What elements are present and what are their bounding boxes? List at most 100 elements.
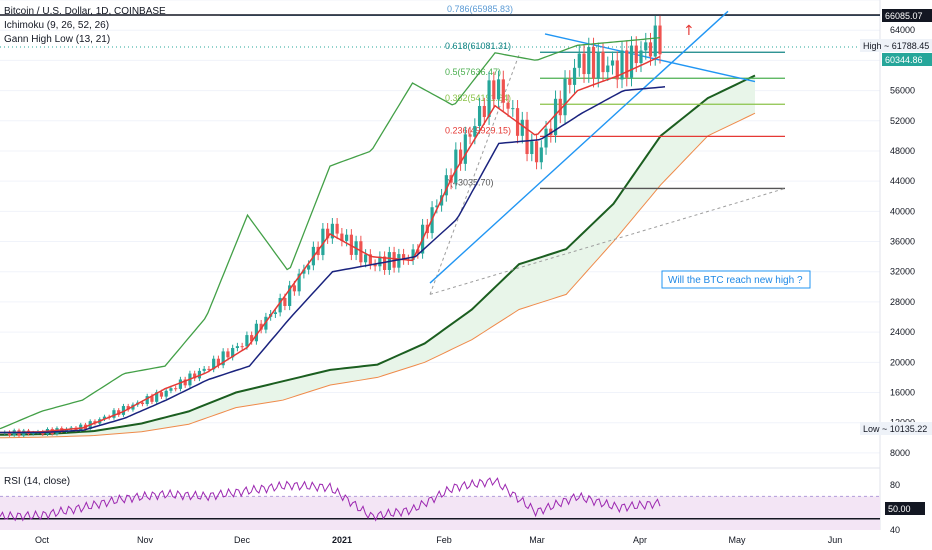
- candle-body: [411, 249, 415, 260]
- ichimoku-cloud: [0, 74, 756, 439]
- candle-body: [174, 388, 178, 390]
- candle-body: [164, 390, 168, 397]
- grid: [0, 0, 881, 530]
- candle-body: [401, 254, 406, 260]
- lagging-line: [0, 37, 661, 430]
- candle-body: [606, 65, 610, 73]
- rsi-tick-label: 40: [890, 525, 900, 535]
- candle-body: [477, 105, 482, 127]
- candle-body: [259, 323, 263, 330]
- last-price-label: 60344.86: [885, 55, 923, 65]
- candle-body: [254, 323, 259, 342]
- candle-body: [629, 45, 634, 78]
- candle-body: [444, 175, 448, 196]
- candle-body: [31, 432, 35, 435]
- price-tick-label: 28000: [890, 297, 915, 307]
- fib-label: 0.5(57636.47): [445, 67, 501, 77]
- candle-body: [563, 78, 567, 116]
- candle-body: [288, 285, 292, 306]
- candle-body: [150, 396, 154, 402]
- candle-body: [221, 351, 225, 366]
- candle-body: [326, 228, 330, 239]
- candle-body: [587, 47, 591, 75]
- span-b-line: [0, 112, 756, 439]
- trendlines[interactable]: [429, 10, 756, 284]
- candle-body: [145, 396, 149, 405]
- falling-trendline[interactable]: [544, 33, 756, 83]
- fib-retracement[interactable]: 0.786(65985.83) 0.618(61081.31) 0.5(57636.…: [0, 4, 880, 295]
- candle-body: [216, 358, 221, 366]
- candle-body: [625, 50, 629, 78]
- candle-body: [653, 25, 657, 57]
- time-tick-label: Apr: [633, 535, 647, 545]
- rsi-mid-tag: [885, 502, 925, 515]
- rsi-line: [0, 477, 661, 522]
- price-tick-label: 20000: [890, 357, 915, 367]
- candle-body: [468, 134, 472, 137]
- candle-body: [202, 368, 206, 371]
- candle-body: [240, 346, 244, 348]
- ichimoku-legend[interactable]: Ichimoku (9, 26, 52, 26): [4, 20, 109, 31]
- time-tick-label: Jun: [828, 535, 843, 545]
- note-box[interactable]: [661, 270, 811, 289]
- candle-body: [596, 51, 600, 79]
- price-tick-label: 52000: [890, 116, 915, 126]
- candle-body: [193, 373, 197, 379]
- fib-diagonal: [429, 187, 786, 295]
- rising-trendline[interactable]: [429, 10, 729, 284]
- fib-label: 0(43035.70): [445, 177, 494, 187]
- candle-body: [553, 98, 558, 136]
- base-line: [0, 86, 666, 434]
- last-price-tag: [882, 53, 932, 66]
- fib-label: 0.786(65985.83): [447, 4, 513, 14]
- price-axis[interactable]: 8000120001600020000240002800032000360004…: [890, 25, 915, 458]
- candle-body: [368, 254, 372, 265]
- candle-body: [212, 358, 216, 370]
- candle-body: [644, 42, 648, 51]
- candle-body: [349, 234, 353, 255]
- gann-legend[interactable]: Gann High Low (13, 21): [4, 34, 110, 45]
- time-tick-label: 2021: [332, 535, 352, 545]
- price-tick-label: 44000: [890, 176, 915, 186]
- low-tag: [860, 422, 932, 435]
- candle-body: [292, 285, 296, 292]
- candle-body: [373, 264, 377, 267]
- candle-body: [345, 234, 349, 241]
- price-tick-label: 8000: [890, 448, 910, 458]
- candle-body: [364, 254, 368, 263]
- candle-body: [207, 368, 211, 370]
- price-tick-label: 40000: [890, 206, 915, 216]
- candle-body: [463, 134, 467, 164]
- candle-body: [307, 265, 311, 270]
- price-tick-label: 24000: [890, 327, 915, 337]
- price-tick-label: 32000: [890, 267, 915, 277]
- time-tick-label: Mar: [529, 535, 545, 545]
- rsi-legend[interactable]: RSI (14, close): [4, 476, 70, 487]
- fib-label: 0.618(61081.31): [445, 41, 511, 51]
- candle-body: [487, 80, 491, 118]
- candle-body: [321, 228, 325, 256]
- rsi-tick-label: 80: [890, 480, 900, 490]
- up-arrow-icon[interactable]: ↑: [683, 23, 695, 39]
- high-label: High ~ 61788.45: [863, 41, 929, 51]
- candle-body: [610, 60, 615, 66]
- symbol-legend[interactable]: Bitcoin / U.S. Dollar, 1D, COINBASE: [4, 6, 166, 17]
- span-a-line: [0, 74, 756, 436]
- candle-body: [549, 128, 553, 136]
- time-tick-label: May: [728, 535, 746, 545]
- low-label: Low ~ 10135.22: [863, 424, 927, 434]
- candle-body: [435, 205, 439, 208]
- fib-label: 0.382(54191.64): [445, 93, 511, 103]
- candle-body: [511, 108, 515, 110]
- candle-body: [572, 67, 577, 85]
- candle-body: [383, 256, 387, 270]
- time-axis[interactable]: Oct Nov Dec 2021 Feb Mar Apr May Jun: [35, 535, 842, 545]
- candle-body: [620, 50, 624, 80]
- price-tick-label: 16000: [890, 388, 915, 398]
- candle-body: [102, 416, 107, 420]
- candle-body: [525, 119, 529, 155]
- candle-body: [302, 269, 306, 274]
- time-tick-label: Dec: [234, 535, 251, 545]
